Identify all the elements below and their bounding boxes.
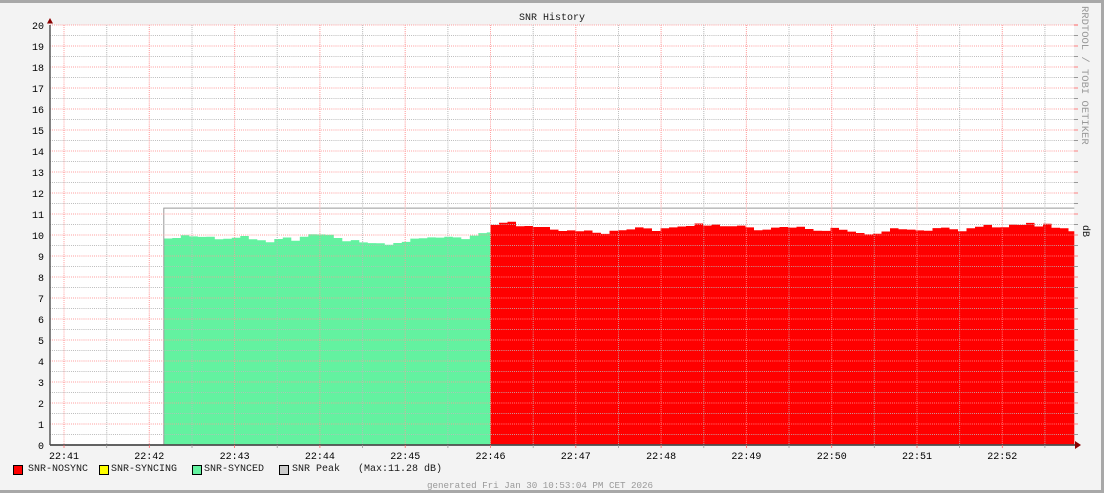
svg-text:22:51: 22:51 <box>902 452 932 463</box>
svg-text:12: 12 <box>32 190 44 201</box>
svg-text:22:42: 22:42 <box>134 452 164 463</box>
svg-text:5: 5 <box>38 337 44 348</box>
svg-text:14: 14 <box>32 148 44 159</box>
svg-text:11: 11 <box>32 211 44 222</box>
svg-text:9: 9 <box>38 253 44 264</box>
svg-text:4: 4 <box>38 358 44 369</box>
svg-text:1: 1 <box>38 421 44 432</box>
svg-text:22:43: 22:43 <box>220 452 250 463</box>
svg-text:7: 7 <box>38 295 44 306</box>
svg-text:2: 2 <box>38 400 44 411</box>
svg-text:20: 20 <box>32 22 44 33</box>
svg-text:22:45: 22:45 <box>390 452 420 463</box>
svg-text:15: 15 <box>32 127 44 138</box>
svg-text:10: 10 <box>32 232 44 243</box>
svg-text:22:46: 22:46 <box>475 452 505 463</box>
svg-text:22:49: 22:49 <box>731 452 761 463</box>
svg-text:22:47: 22:47 <box>561 452 591 463</box>
svg-text:SNR History: SNR History <box>519 12 585 24</box>
svg-text:22:44: 22:44 <box>305 452 335 463</box>
svg-text:6: 6 <box>38 316 44 327</box>
svg-text:0: 0 <box>38 442 44 453</box>
svg-text:17: 17 <box>32 85 44 96</box>
svg-text:22:50: 22:50 <box>817 452 847 463</box>
svg-text:16: 16 <box>32 106 44 117</box>
svg-text:13: 13 <box>32 169 44 180</box>
svg-text:3: 3 <box>38 379 44 390</box>
svg-text:22:41: 22:41 <box>49 452 79 463</box>
svg-text:22:52: 22:52 <box>987 452 1017 463</box>
svg-text:19: 19 <box>32 43 44 54</box>
svg-text:22:48: 22:48 <box>646 452 676 463</box>
svg-text:18: 18 <box>32 64 44 75</box>
svg-text:8: 8 <box>38 274 44 285</box>
